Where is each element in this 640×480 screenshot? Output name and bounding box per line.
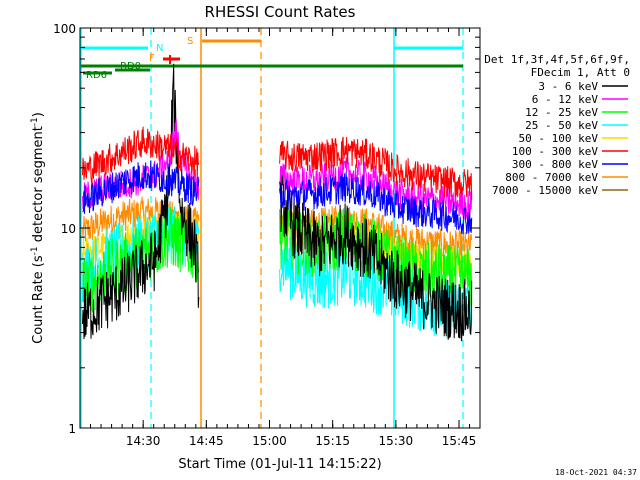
series-layer — [82, 63, 473, 342]
legend-entry-label: 50 - 100 keV — [519, 132, 599, 145]
x-tick-label: 15:15 — [315, 434, 350, 448]
flag-label-rd0: RD0 — [120, 61, 141, 72]
flag-label-f: F — [149, 53, 155, 64]
x-axis-label: Start Time (01-Jul-11 14:15:22) — [178, 457, 381, 472]
legend-entry-label: 12 - 25 keV — [525, 106, 598, 119]
x-tick-label: 14:30 — [126, 434, 161, 448]
y-axis-label-sup1: -1 — [30, 246, 40, 255]
flag-label-n: N — [156, 43, 163, 54]
flag-label-rd6: RD6 — [86, 70, 107, 81]
x-tick-label: 15:00 — [252, 434, 287, 448]
y-axis-label-sup2: -1 — [30, 117, 40, 126]
series-line — [279, 171, 473, 235]
series-line — [82, 126, 200, 186]
x-tick-label: 15:30 — [379, 434, 414, 448]
flag-label-s: S — [187, 36, 193, 47]
legend-entry-label: 100 - 300 keV — [512, 145, 598, 158]
legend-entry-label: 6 - 12 keV — [532, 93, 599, 106]
y-axis-label-end: ) — [31, 112, 46, 117]
y-axis-label-main: Count Rate (s — [31, 255, 46, 344]
y-axis-label: Count Rate (s-1 detector segment-1) — [30, 112, 46, 344]
y-tick-label: 10 — [61, 222, 76, 236]
x-tick-label: 14:45 — [189, 434, 224, 448]
y-axis-label-mid: detector segment — [31, 126, 46, 246]
legend-entry-label: 25 - 50 keV — [525, 119, 598, 132]
legend-header-line-1: Det 1f,3f,4f,5f,6f,9f, — [484, 53, 630, 66]
series-line — [82, 63, 200, 340]
legend-entry-label: 3 - 6 keV — [538, 80, 598, 93]
x-tick-label: 15:45 — [442, 434, 477, 448]
legend-header-line-2: FDecim 1, Att 0 — [531, 66, 630, 79]
series-line — [279, 174, 473, 342]
flag-layer: NF S RD0 RD6 — [80, 28, 464, 428]
plot-area: NF S RD0 RD6 — [80, 28, 473, 428]
legend-entry-label: 300 - 800 keV — [512, 158, 598, 171]
footer-timestamp: 18-Oct-2021 04:37 — [555, 468, 637, 477]
series-line — [279, 136, 473, 200]
y-tick-label: 1 — [68, 422, 76, 436]
legend-entry-label: 800 - 7000 keV — [505, 171, 598, 184]
chart-title: RHESSI Count Rates — [205, 3, 356, 21]
legend: Det 1f,3f,4f,5f,6f,9f, FDecim 1, Att 0 3… — [484, 53, 630, 197]
series-line — [82, 160, 200, 214]
y-tick-label: 100 — [53, 22, 76, 36]
y-axis-ticks: 1 10 100 — [53, 22, 480, 436]
legend-entry-label: 7000 - 15000 keV — [492, 184, 598, 197]
x-axis-ticks: 14:30 14:45 15:00 15:15 15:30 15:45 — [90, 28, 477, 448]
